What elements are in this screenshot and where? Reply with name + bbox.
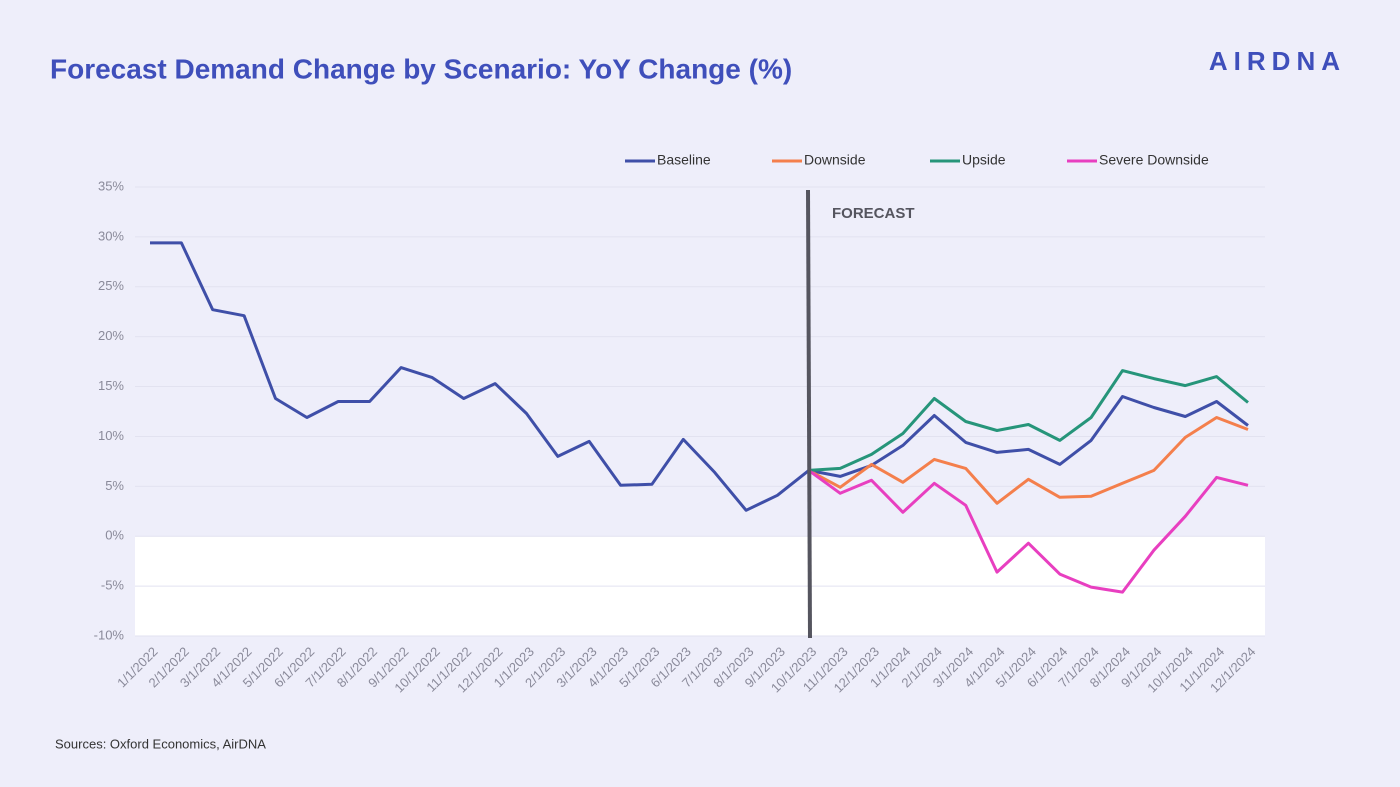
series-line [808, 416, 1249, 505]
legend-label: Baseline [657, 152, 711, 168]
y-tick-label: -10% [94, 627, 125, 642]
y-tick-label: -5% [101, 578, 125, 593]
logo: AIRDNA [1209, 46, 1346, 76]
y-tick-label: 5% [105, 478, 124, 493]
series-line [150, 241, 1249, 512]
y-tick-label: 30% [98, 228, 124, 243]
forecast-label: FORECAST [832, 205, 915, 222]
y-tick-label: 10% [98, 428, 124, 443]
y-tick-label: 35% [98, 178, 124, 193]
y-tick-label: 0% [105, 528, 124, 543]
series-line [807, 469, 1249, 594]
y-tick-label: 15% [98, 378, 124, 393]
legend-label: Downside [804, 152, 866, 168]
chart-title: Forecast Demand Change by Scenario: YoY … [50, 53, 792, 84]
legend-label: Severe Downside [1099, 152, 1209, 168]
forecast-divider [806, 189, 812, 639]
y-tick-label: 20% [98, 328, 124, 343]
y-tick-label: 25% [98, 278, 124, 293]
legend-label: Upside [962, 152, 1006, 168]
series-line [808, 369, 1249, 472]
source-note: Sources: Oxford Economics, AirDNA [55, 736, 266, 751]
